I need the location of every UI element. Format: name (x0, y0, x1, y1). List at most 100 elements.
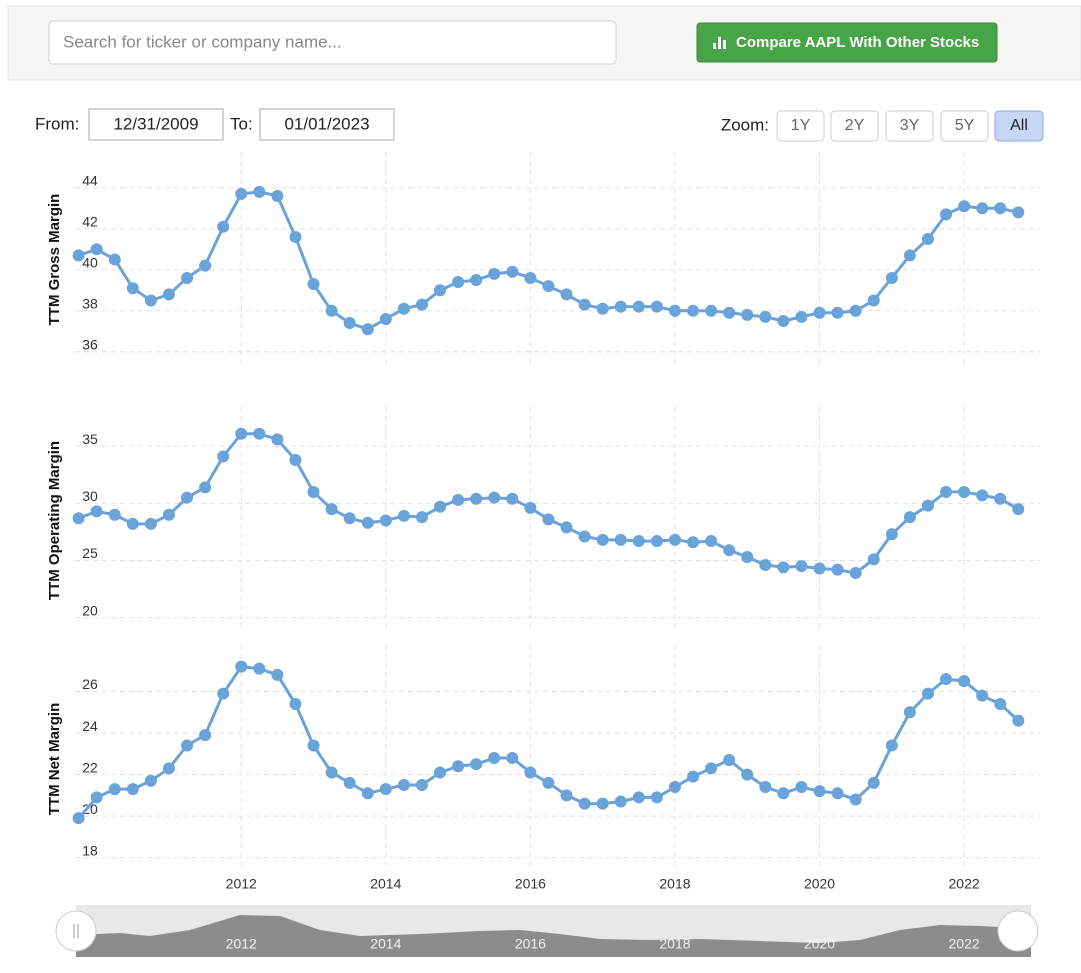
from-label: From: (35, 114, 79, 133)
point (958, 485, 971, 498)
point (795, 310, 808, 323)
point (759, 781, 772, 794)
point (181, 271, 194, 284)
point (162, 508, 175, 521)
line (78, 190, 1019, 331)
point (1012, 503, 1025, 516)
point (307, 739, 320, 752)
point (542, 513, 555, 526)
from-date: 12/31/2009 (113, 114, 198, 133)
zoom-label: Zoom: (721, 115, 769, 134)
x-tick-label: 2014 (370, 876, 401, 892)
to-label: To: (230, 114, 253, 133)
point (271, 433, 284, 446)
y-axis-label: TTM Gross Margin (46, 194, 63, 326)
point (253, 662, 266, 675)
navigator-label: 2020 (804, 936, 835, 952)
point (307, 485, 320, 498)
point (506, 492, 519, 505)
point (199, 481, 212, 494)
point (831, 787, 844, 800)
zoom-button-label: 2Y (845, 117, 865, 134)
point (578, 530, 591, 543)
point (126, 783, 139, 796)
point (560, 789, 573, 802)
point (813, 785, 826, 798)
point (524, 271, 537, 284)
point (759, 559, 772, 572)
point (976, 489, 989, 502)
point (524, 766, 537, 779)
point (506, 751, 519, 764)
point (271, 189, 284, 202)
y-tick-label: 24 (82, 718, 98, 734)
navigator-handle-left[interactable] (55, 910, 97, 952)
point (542, 280, 555, 293)
point (867, 294, 880, 307)
point (217, 687, 230, 700)
point (650, 300, 663, 313)
point (560, 288, 573, 301)
point (795, 781, 808, 794)
handle-grip (73, 924, 79, 938)
point (849, 567, 862, 580)
y-tick-label: 42 (82, 213, 98, 229)
point (235, 660, 248, 673)
point (1012, 714, 1025, 727)
compare-button-label: Compare AAPL With Other Stocks (736, 34, 979, 51)
point (72, 812, 85, 825)
zoom-button[interactable] (940, 110, 989, 142)
zoom-button[interactable] (994, 110, 1044, 142)
point (506, 265, 519, 278)
point (976, 202, 989, 215)
point (940, 673, 953, 686)
point (361, 323, 374, 336)
point (940, 208, 953, 221)
point (90, 791, 103, 804)
point (867, 553, 880, 566)
point (415, 778, 428, 791)
y-tick-label: 26 (82, 676, 98, 692)
zoom-button[interactable] (830, 110, 879, 142)
point (705, 535, 718, 548)
point (994, 697, 1007, 710)
point (144, 294, 157, 307)
point (144, 517, 157, 530)
y-tick-label: 18 (82, 842, 98, 858)
point (452, 276, 465, 289)
point (217, 220, 230, 233)
x-tick-label: 2020 (804, 876, 835, 892)
point (849, 304, 862, 317)
point (434, 284, 447, 297)
zoom-button-label: 1Y (791, 117, 811, 134)
zoom-button[interactable] (776, 110, 825, 142)
point (289, 697, 302, 710)
y-tick-label: 30 (82, 488, 98, 504)
point (325, 766, 338, 779)
search-input[interactable] (48, 20, 617, 65)
compare-button[interactable] (696, 22, 998, 63)
from-input[interactable] (88, 108, 224, 141)
point (741, 768, 754, 781)
point (253, 185, 266, 198)
point (379, 514, 392, 527)
point (668, 304, 681, 317)
y-tick-label: 22 (82, 759, 98, 775)
y-tick-label: 20 (82, 801, 98, 817)
point (1012, 206, 1025, 219)
point (596, 302, 609, 315)
zoom-button[interactable] (885, 110, 934, 142)
point (560, 521, 573, 534)
y-tick-label: 20 (82, 602, 98, 618)
point (397, 302, 410, 315)
y-tick-label: 40 (82, 254, 98, 270)
navigator-label: 2022 (949, 936, 980, 952)
point (723, 754, 736, 767)
point (343, 776, 356, 789)
navigator-handle-right[interactable] (997, 910, 1039, 952)
to-input[interactable] (259, 108, 395, 141)
point (723, 544, 736, 557)
point (650, 791, 663, 804)
point (126, 517, 139, 530)
point (108, 253, 121, 266)
